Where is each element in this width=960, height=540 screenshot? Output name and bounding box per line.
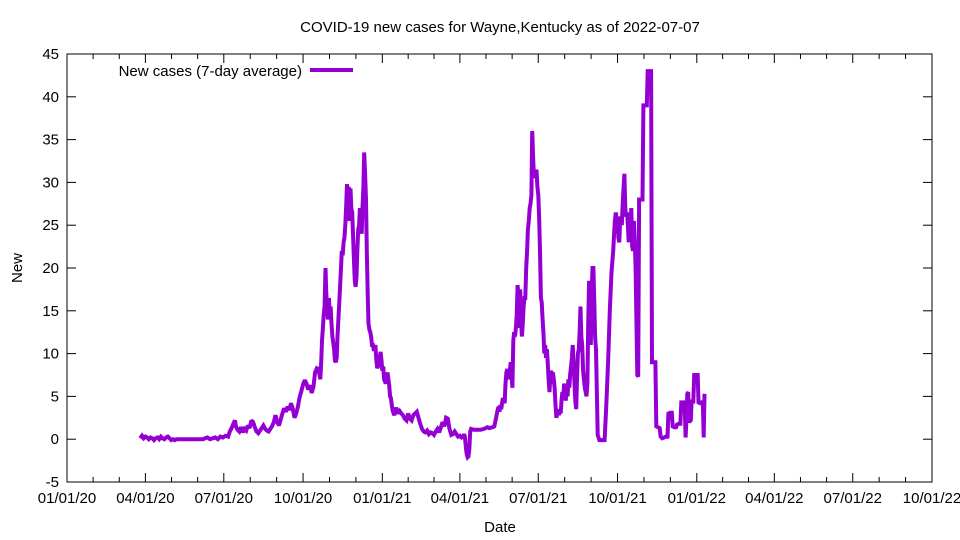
axis-ticks xyxy=(66,53,933,483)
x-tick-label: 10/01/22 xyxy=(903,490,960,507)
y-tick-label: 10 xyxy=(42,346,59,363)
x-axis-label: Date xyxy=(484,519,516,536)
y-tick-label: 5 xyxy=(51,388,59,405)
x-tick-label: 04/01/21 xyxy=(431,490,489,507)
x-tick-label: 01/01/20 xyxy=(38,490,96,507)
x-tick-label: 04/01/22 xyxy=(745,490,803,507)
y-tick-label: 35 xyxy=(42,132,59,149)
x-tick-label: 10/01/20 xyxy=(274,490,332,507)
x-tick-label: 10/01/21 xyxy=(588,490,646,507)
y-tick-label: -5 xyxy=(46,474,59,491)
y-tick-label: 0 xyxy=(51,431,59,448)
legend-label: New cases (7-day average) xyxy=(119,63,302,80)
y-tick-label: 25 xyxy=(42,217,59,234)
y-tick-label: 45 xyxy=(42,46,59,63)
y-axis-label: New xyxy=(9,253,26,283)
y-tick-label: 40 xyxy=(42,89,59,106)
chart-title: COVID-19 new cases for Wayne,Kentucky as… xyxy=(300,19,700,36)
y-tick-label: 30 xyxy=(42,174,59,191)
x-tick-label: 01/01/22 xyxy=(668,490,726,507)
tick-labels: -5 0 5 10 15 20 25 30 35 40 45 01/01/20 04/01/20 07/0… xyxy=(38,46,960,507)
series-layer xyxy=(138,69,707,461)
legend: New cases (7-day average) xyxy=(119,63,353,80)
x-tick-label: 07/01/21 xyxy=(509,490,567,507)
series-line xyxy=(138,69,707,461)
x-tick-label: 01/01/21 xyxy=(353,490,411,507)
x-tick-label: 07/01/22 xyxy=(824,490,882,507)
y-tick-label: 15 xyxy=(42,303,59,320)
plot-frame xyxy=(66,53,933,483)
y-tick-label: 20 xyxy=(42,260,59,277)
x-tick-label: 07/01/20 xyxy=(195,490,253,507)
x-tick-label: 04/01/20 xyxy=(116,490,174,507)
